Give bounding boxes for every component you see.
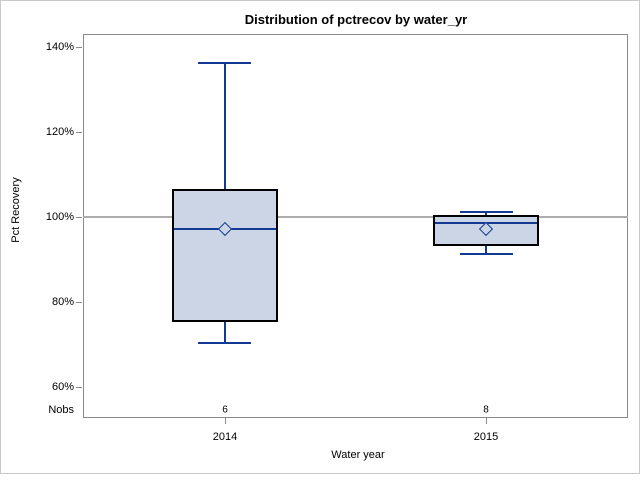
y-axis-tick-label: 60% <box>51 381 74 393</box>
y-axis-tick-label: 100% <box>45 211 74 223</box>
upper-whisker-line <box>485 212 487 215</box>
nobs-value: 8 <box>483 404 489 416</box>
plot-area <box>83 34 628 418</box>
iqr-box <box>172 189 278 322</box>
x-category-label: 2015 <box>473 431 499 443</box>
y-axis-tick-label: 140% <box>45 41 74 53</box>
lower-whisker-line <box>485 245 487 253</box>
min-whisker-cap <box>460 253 513 255</box>
y-axis-tick-label: 120% <box>45 126 74 138</box>
x-category-label: 2014 <box>212 431 238 443</box>
nobs-row-label: Nobs <box>48 404 74 416</box>
upper-whisker-line <box>224 63 226 189</box>
x-axis-title: Water year <box>331 449 385 461</box>
min-whisker-cap <box>198 342 251 344</box>
max-whisker-cap <box>460 211 513 213</box>
nobs-value: 6 <box>222 404 228 416</box>
y-axis-title: Pct Recovery <box>10 177 22 243</box>
y-axis-tick <box>76 217 82 218</box>
reference-line <box>83 216 628 218</box>
max-whisker-cap <box>198 62 251 64</box>
y-axis-tick <box>76 132 82 133</box>
chart-title: Distribution of pctrecov by water_yr <box>244 12 468 27</box>
lower-whisker-line <box>224 322 226 343</box>
y-axis-tick <box>76 387 82 388</box>
y-axis-tick <box>76 47 82 48</box>
x-axis-tick <box>225 418 226 424</box>
y-axis-tick-label: 80% <box>51 296 74 308</box>
x-axis-tick <box>486 418 487 424</box>
y-axis-tick <box>76 302 82 303</box>
